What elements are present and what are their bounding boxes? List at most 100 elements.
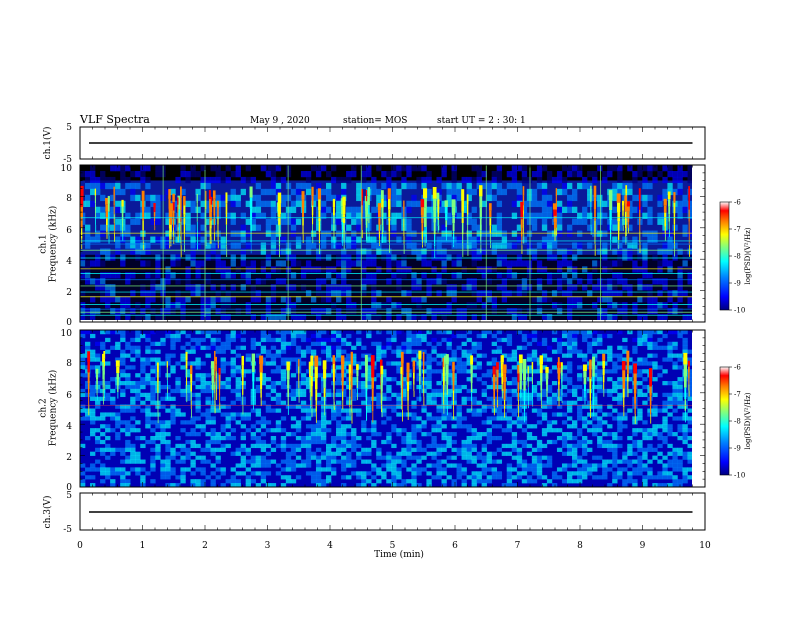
spec2-cell [426, 365, 431, 369]
spec2-cell [140, 377, 145, 381]
spec2-cell [647, 346, 652, 350]
spec2-cell [507, 342, 512, 346]
spec1-cell [145, 290, 150, 296]
spec2-cell [617, 460, 622, 464]
spec1-cell [467, 278, 472, 284]
spec1-cell [617, 183, 622, 189]
spec2-cell [672, 456, 677, 460]
spec2-cell [100, 346, 105, 350]
spec2-cell [341, 475, 346, 479]
spec2-cell [135, 420, 140, 424]
spec2-cell [125, 381, 130, 385]
spec1-cell [522, 165, 527, 171]
spec2-cell [341, 416, 346, 420]
spec2-burst [689, 391, 690, 397]
spec1-cell [492, 177, 497, 183]
spec2-cell [180, 471, 185, 475]
spec2-cell [507, 401, 512, 405]
spec2-cell [406, 479, 411, 483]
spec2-cell [682, 330, 687, 334]
spec1-cell [276, 165, 281, 171]
spec1-cell [512, 243, 517, 249]
spec2-cell [592, 330, 597, 334]
spec2-cell [376, 479, 381, 483]
spec2-burst [312, 407, 313, 417]
spec1-cell [507, 266, 512, 272]
spec2-cell [391, 456, 396, 460]
spec2-cell [637, 463, 642, 467]
spec1-cell [567, 260, 572, 266]
spec1-cell [672, 243, 677, 249]
spec1-burst [108, 204, 110, 212]
spec1-cell [366, 165, 371, 171]
spec2-cell [612, 389, 617, 393]
spec1-cell [150, 195, 155, 201]
spec2-cell [331, 460, 336, 464]
spec2-cell [647, 334, 652, 338]
spec2-cell [396, 412, 401, 416]
spec1-cell [361, 248, 366, 254]
spec2-cell [301, 460, 306, 464]
spec2-burst [593, 396, 594, 406]
spec1-cell [221, 177, 226, 183]
spec2-cell [276, 409, 281, 413]
spec2-cell [261, 471, 266, 475]
spec2-cell [251, 456, 256, 460]
spec1-cell [241, 231, 246, 237]
spec2-cell [211, 416, 216, 420]
spec2-cell [130, 397, 135, 401]
spec1-cell [301, 183, 306, 189]
spec2-cell [226, 444, 231, 448]
spec2-cell [170, 452, 175, 456]
spec1-burst [303, 234, 304, 243]
spec2-cell [165, 361, 170, 365]
spec1-burst [95, 196, 96, 203]
spec2-cell [145, 334, 150, 338]
spec2-cell [200, 338, 205, 342]
spec2-cell [140, 479, 145, 483]
spec2-cell [211, 471, 216, 475]
spec2-cell [426, 342, 431, 346]
spec1-cell [216, 165, 221, 171]
spec1-burst [154, 208, 156, 213]
spec1-cell [396, 284, 401, 290]
spec2-cell [426, 369, 431, 373]
spec2-cell [110, 471, 115, 475]
spec1-cell [472, 290, 477, 296]
spec1-cell [346, 260, 351, 266]
spec2-burst [342, 373, 344, 382]
spec2-cell [145, 357, 150, 361]
spec2-cell [577, 354, 582, 358]
spec1-cell [477, 165, 482, 171]
spec1-cell [687, 207, 692, 213]
spec1-cell [246, 302, 251, 308]
spec2-cell [296, 350, 301, 354]
spec1-burst [388, 188, 391, 199]
spec1-cell [246, 177, 251, 183]
spec2-cell [642, 401, 647, 405]
spec1-cell [672, 290, 677, 296]
spec1-cell [682, 290, 687, 296]
spec2-cell [562, 452, 567, 456]
spec2-burst [299, 395, 300, 402]
spec2-cell [80, 463, 85, 467]
spec2-burst [649, 368, 652, 377]
spec2-cell [326, 420, 331, 424]
spec2-cell [446, 330, 451, 334]
spec2-burst [650, 396, 652, 405]
spec2-burst [215, 393, 216, 403]
spec2-cell [120, 369, 125, 373]
spec2-cell [637, 412, 642, 416]
spec2-cell [266, 385, 271, 389]
spec2-cell [256, 440, 261, 444]
spec1-cell [602, 260, 607, 266]
spec2-burst [602, 361, 605, 368]
spec2-burst [471, 392, 472, 401]
spec2-cell [195, 479, 200, 483]
spec1-burst [154, 221, 155, 226]
spec1-cell [221, 266, 226, 272]
spec2-burst [298, 366, 299, 373]
spec2-cell [251, 463, 256, 467]
spec2-cell [90, 463, 95, 467]
spec1-cell [351, 219, 356, 225]
